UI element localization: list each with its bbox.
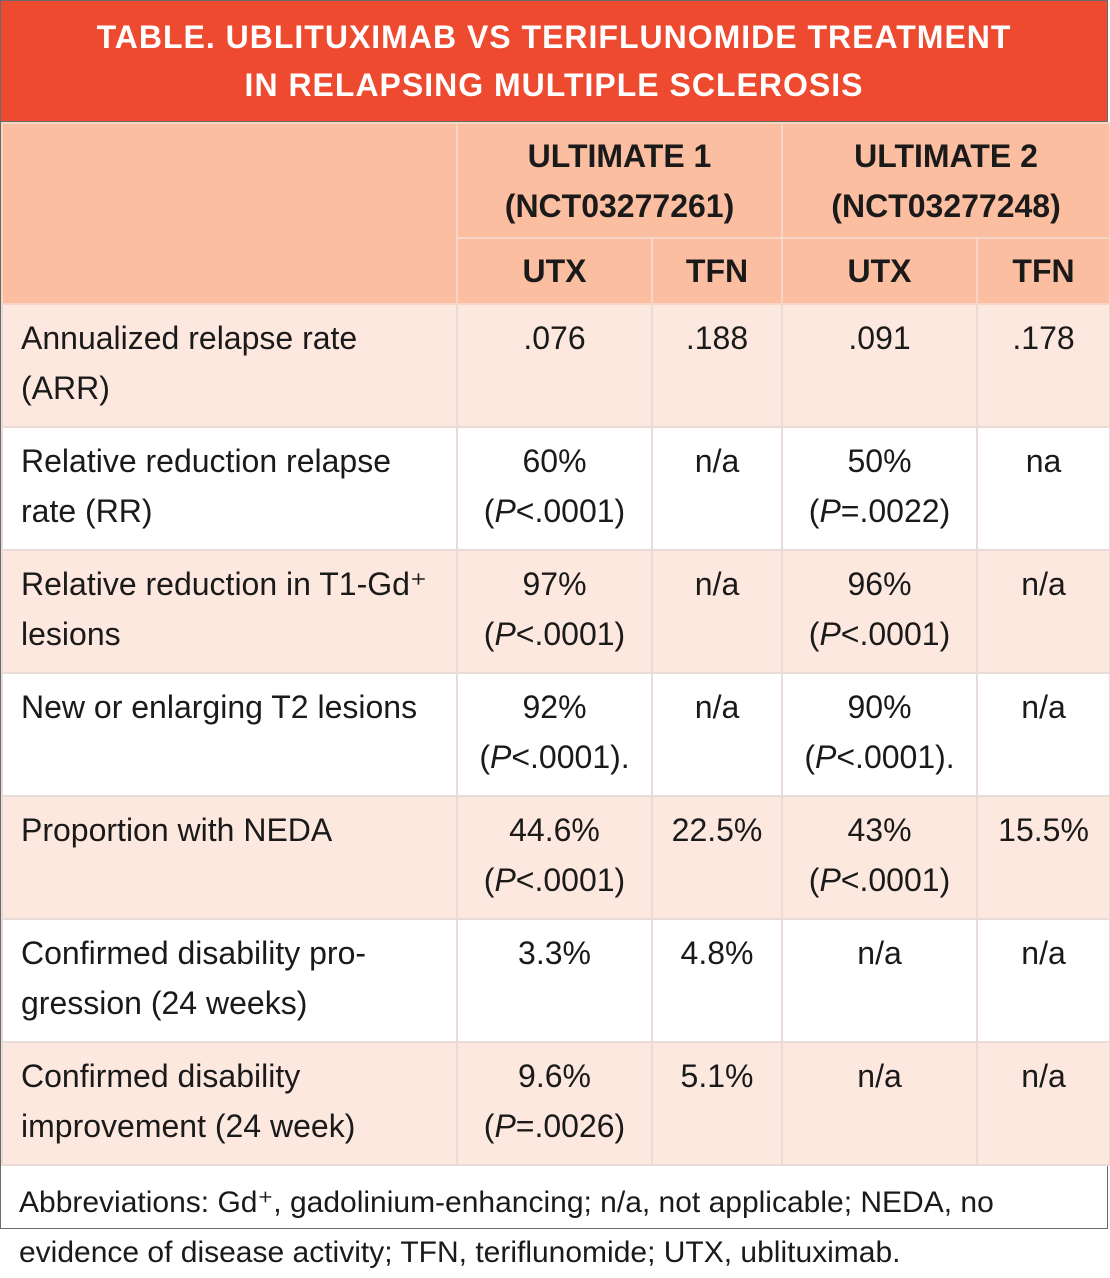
row-label: New or enlarging T2 lesions bbox=[1, 672, 458, 797]
header-trial-2: ULTIMATE 2 (NCT03277248) bbox=[781, 122, 1110, 239]
p-value: (P<.0001) bbox=[483, 616, 626, 652]
cell-tfn-1: n/a bbox=[650, 672, 784, 797]
cell-utx-2: 43% (P<.0001) bbox=[781, 795, 979, 920]
row-label: Annualized relapse rate (ARR) bbox=[1, 303, 458, 428]
value: 44.6% bbox=[509, 812, 600, 848]
value: 9.6% bbox=[518, 1058, 591, 1094]
header-tfn-2: TFN bbox=[976, 237, 1110, 305]
cell-utx-1: 9.6% (P=.0026) bbox=[456, 1041, 653, 1166]
table-row: Relative reduction in T1-Gd⁺ lesions 97%… bbox=[1, 549, 1110, 674]
table-row: Confirmed disability pro-gression (24 we… bbox=[1, 918, 1110, 1043]
cell-utx-2: 50% (P=.0022) bbox=[781, 426, 979, 551]
trial-1-id: (NCT03277261) bbox=[504, 187, 735, 224]
cell-utx-1: .076 bbox=[456, 303, 653, 428]
header-row-trials: ULTIMATE 1 (NCT03277261) ULTIMATE 2 (NCT… bbox=[1, 122, 1110, 305]
header-trial-1: ULTIMATE 1 (NCT03277261) bbox=[455, 122, 784, 239]
cell-utx-2: .091 bbox=[781, 303, 979, 428]
cell-utx-1: 44.6% (P<.0001) bbox=[456, 795, 653, 920]
cell-tfn-1: 5.1% bbox=[650, 1041, 784, 1166]
p-value: (P<.0001) bbox=[808, 862, 951, 898]
cell-tfn-2: n/a bbox=[976, 549, 1110, 674]
cell-tfn-1: .188 bbox=[650, 303, 784, 428]
header-utx-1: UTX bbox=[456, 237, 653, 305]
cell-utx-1: 97% (P<.0001) bbox=[456, 549, 653, 674]
cell-utx-2: 90% (P<.0001). bbox=[781, 672, 979, 797]
cell-tfn-2: n/a bbox=[976, 918, 1110, 1043]
p-value: (P=.0026) bbox=[483, 1108, 626, 1144]
value: n/a bbox=[857, 1058, 902, 1094]
title-line-1: TABLE. UBLITUXIMAB VS TERIFLUNOMIDE TREA… bbox=[96, 19, 1012, 55]
cell-utx-1: 92% (P<.0001). bbox=[456, 672, 653, 797]
value: 3.3% bbox=[518, 935, 591, 971]
value: n/a bbox=[857, 935, 902, 971]
table-row: New or enlarging T2 lesions 92% (P<.0001)… bbox=[1, 672, 1110, 797]
header-utx-2: UTX bbox=[781, 237, 979, 305]
p-value: (P=.0022) bbox=[808, 493, 951, 529]
table-row: Relative reduction relapse rate (RR) 60%… bbox=[1, 426, 1110, 551]
cell-tfn-2: n/a bbox=[976, 1041, 1110, 1166]
table-row: Confirmed disability improvement (24 wee… bbox=[1, 1041, 1110, 1166]
value: 97% bbox=[522, 566, 587, 602]
cell-tfn-2: na bbox=[976, 426, 1110, 551]
cell-utx-1: 60% (P<.0001) bbox=[456, 426, 653, 551]
trial-2-name: ULTIMATE 2 bbox=[854, 137, 1038, 174]
row-label: Relative reduction relapse rate (RR) bbox=[1, 426, 458, 551]
value: 96% bbox=[847, 566, 912, 602]
value: 92% bbox=[522, 689, 587, 725]
results-table: ULTIMATE 1 (NCT03277261) ULTIMATE 2 (NCT… bbox=[1, 122, 1110, 1166]
title-line-2: IN RELAPSING MULTIPLE SCLEROSIS bbox=[244, 67, 864, 103]
p-value: (P<.0001) bbox=[483, 862, 626, 898]
footnote: Abbreviations: Gd⁺, gadolinium-enhancing… bbox=[19, 1186, 994, 1269]
row-label: Proportion with NEDA bbox=[1, 795, 458, 920]
value: 90% bbox=[847, 689, 912, 725]
row-label: Confirmed disability pro-gression (24 we… bbox=[1, 918, 458, 1043]
cell-utx-2: 96% (P<.0001) bbox=[781, 549, 979, 674]
value: .091 bbox=[848, 320, 911, 356]
table-row: Proportion with NEDA 44.6% (P<.0001) 22.5… bbox=[1, 795, 1110, 920]
table-row: Annualized relapse rate (ARR) .076 .188 … bbox=[1, 303, 1110, 428]
cell-utx-2: n/a bbox=[781, 918, 979, 1043]
value: 50% bbox=[847, 443, 912, 479]
row-label: Relative reduction in T1-Gd⁺ lesions bbox=[1, 549, 458, 674]
value: .076 bbox=[523, 320, 586, 356]
table-title: TABLE. UBLITUXIMAB VS TERIFLUNOMIDE TREA… bbox=[1, 1, 1107, 122]
cell-tfn-1: 22.5% bbox=[650, 795, 784, 920]
trial-1-name: ULTIMATE 1 bbox=[527, 137, 712, 174]
header-row-arms: UTX TFN UTX TFN bbox=[2, 237, 1110, 305]
cell-utx-1: 3.3% bbox=[456, 918, 653, 1043]
cell-tfn-2: n/a bbox=[976, 672, 1110, 797]
p-value: (P<.0001). bbox=[804, 739, 955, 775]
row-label: Confirmed disability improvement (24 wee… bbox=[1, 1041, 458, 1166]
trial-2-id: (NCT03277248) bbox=[831, 187, 1061, 224]
header-tfn-1: TFN bbox=[650, 237, 784, 305]
value: 60% bbox=[522, 443, 587, 479]
p-value: (P<.0001). bbox=[479, 739, 630, 775]
p-value: (P<.0001) bbox=[808, 616, 951, 652]
cell-tfn-2: 15.5% bbox=[976, 795, 1110, 920]
p-value: (P<.0001) bbox=[483, 493, 626, 529]
cell-tfn-1: n/a bbox=[650, 549, 784, 674]
cell-tfn-1: 4.8% bbox=[650, 918, 784, 1043]
value: 43% bbox=[847, 812, 912, 848]
cell-tfn-1: n/a bbox=[650, 426, 784, 551]
cell-utx-2: n/a bbox=[781, 1041, 979, 1166]
cell-tfn-2: .178 bbox=[976, 303, 1110, 428]
header-corner bbox=[1, 122, 458, 305]
